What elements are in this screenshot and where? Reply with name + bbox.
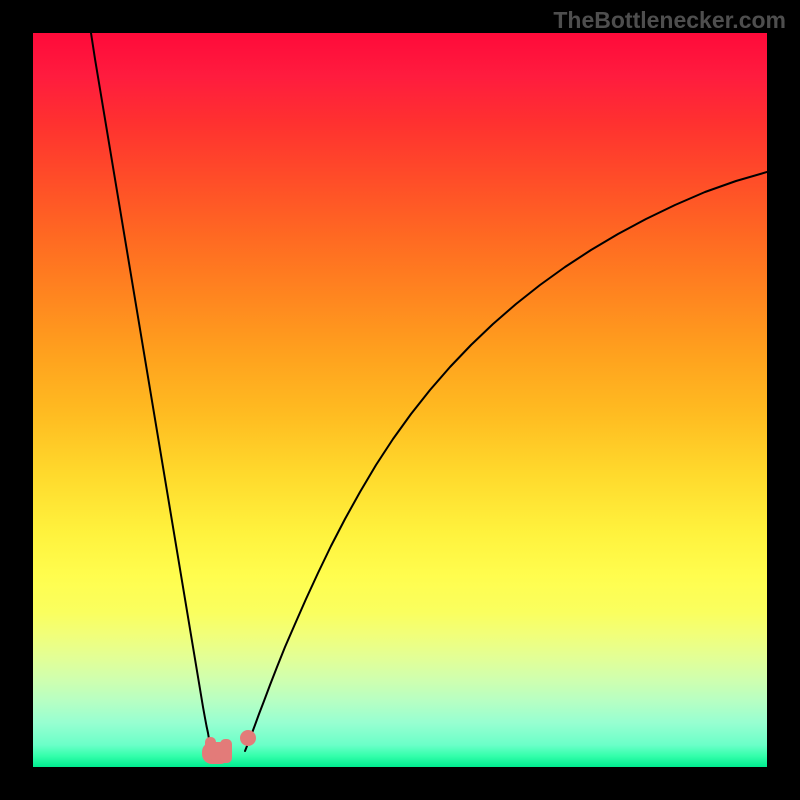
marker-blob bbox=[205, 737, 216, 760]
plot-background bbox=[33, 33, 767, 767]
chart-container: TheBottlenecker.com bbox=[0, 0, 800, 800]
marker-blob bbox=[240, 730, 256, 746]
bottleneck-chart bbox=[0, 0, 800, 800]
watermark-text: TheBottlenecker.com bbox=[553, 7, 786, 34]
marker-blob bbox=[220, 739, 232, 763]
